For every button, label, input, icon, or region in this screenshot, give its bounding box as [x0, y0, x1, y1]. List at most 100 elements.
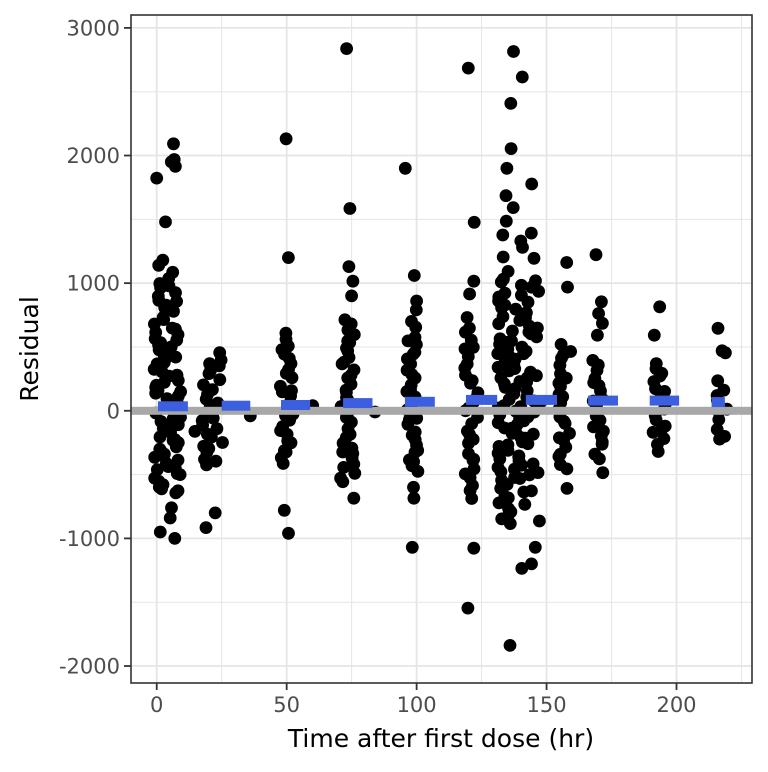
y-tick-label: -1000	[59, 527, 120, 551]
data-point	[467, 541, 481, 555]
data-point	[653, 300, 667, 314]
data-point	[173, 468, 187, 481]
data-point	[155, 482, 169, 496]
data-point	[347, 491, 361, 505]
data-point	[649, 413, 663, 427]
data-point	[467, 215, 481, 229]
data-point	[398, 161, 412, 175]
data-point	[496, 228, 510, 242]
data-point	[277, 503, 291, 517]
data-point	[153, 525, 167, 539]
data-point	[170, 295, 184, 308]
data-point	[171, 374, 185, 387]
data-point	[646, 425, 660, 439]
data-point	[336, 445, 350, 459]
data-point	[337, 461, 351, 474]
data-point	[560, 256, 574, 269]
median-segment	[281, 400, 311, 410]
data-point	[595, 295, 608, 309]
data-point	[713, 432, 726, 446]
data-point	[405, 540, 419, 554]
y-tick-labels: -2000 -1000 0 1000 2000 3000	[59, 16, 120, 678]
data-point	[165, 501, 178, 515]
data-point	[518, 498, 532, 511]
data-point	[509, 302, 523, 316]
data-point	[148, 450, 162, 464]
x-tick-label: 150	[527, 693, 567, 717]
y-axis-title: Residual	[15, 296, 44, 402]
data-point	[651, 445, 665, 458]
data-point	[558, 417, 572, 430]
data-point	[167, 304, 180, 318]
data-point	[504, 97, 518, 110]
data-point	[188, 425, 202, 438]
data-point	[591, 328, 604, 342]
data-point	[525, 177, 539, 191]
y-tick-label: 1000	[67, 272, 120, 296]
data-point	[285, 371, 299, 385]
data-point	[517, 485, 531, 499]
data-point	[711, 321, 725, 335]
median-segment	[158, 401, 188, 412]
zero-reference-line	[131, 406, 752, 415]
data-point	[533, 514, 546, 528]
data-point	[499, 214, 513, 228]
data-point	[561, 280, 574, 294]
median-segments-layer	[158, 394, 725, 412]
data-point	[335, 357, 349, 371]
median-segment	[649, 395, 680, 406]
data-point	[206, 411, 220, 425]
data-point	[515, 278, 528, 292]
data-point	[336, 475, 350, 489]
data-point	[515, 70, 529, 84]
data-point	[276, 457, 290, 470]
data-point	[499, 189, 513, 203]
data-point	[515, 562, 529, 575]
data-point	[465, 492, 479, 505]
data-point	[492, 317, 506, 331]
data-point	[461, 61, 475, 75]
data-point	[407, 480, 420, 494]
data-point	[342, 260, 356, 273]
data-point	[202, 367, 216, 380]
data-point	[525, 557, 538, 571]
data-point	[521, 295, 535, 309]
data-point	[506, 201, 520, 215]
data-point	[503, 517, 517, 530]
x-tick-label: 200	[656, 693, 696, 717]
data-point	[346, 274, 360, 288]
data-point	[589, 248, 603, 262]
data-point	[513, 472, 527, 485]
data-point	[532, 284, 545, 298]
median-segment	[221, 400, 251, 411]
data-point	[460, 311, 474, 324]
data-point	[345, 289, 358, 303]
data-point	[527, 251, 541, 265]
data-point	[507, 45, 520, 58]
data-point	[169, 440, 183, 454]
data-point	[149, 386, 163, 400]
data-point	[516, 241, 529, 254]
data-point	[494, 275, 508, 289]
data-point	[593, 452, 606, 466]
median-segment	[588, 395, 618, 406]
median-segment	[711, 397, 725, 408]
x-tick-labels: 0 50 100 150 200	[150, 693, 697, 717]
data-point	[213, 373, 227, 387]
data-point	[467, 274, 481, 288]
data-point	[163, 511, 177, 525]
data-point	[596, 466, 610, 480]
data-point	[712, 413, 726, 426]
data-point	[503, 639, 517, 652]
y-tick-label: -2000	[59, 655, 120, 679]
data-point	[153, 430, 167, 444]
panel-background	[131, 15, 752, 683]
data-point	[719, 346, 732, 360]
data-point	[167, 137, 180, 151]
data-point	[523, 468, 536, 482]
data-point	[282, 251, 295, 264]
data-point	[169, 486, 183, 500]
data-point	[407, 491, 421, 505]
